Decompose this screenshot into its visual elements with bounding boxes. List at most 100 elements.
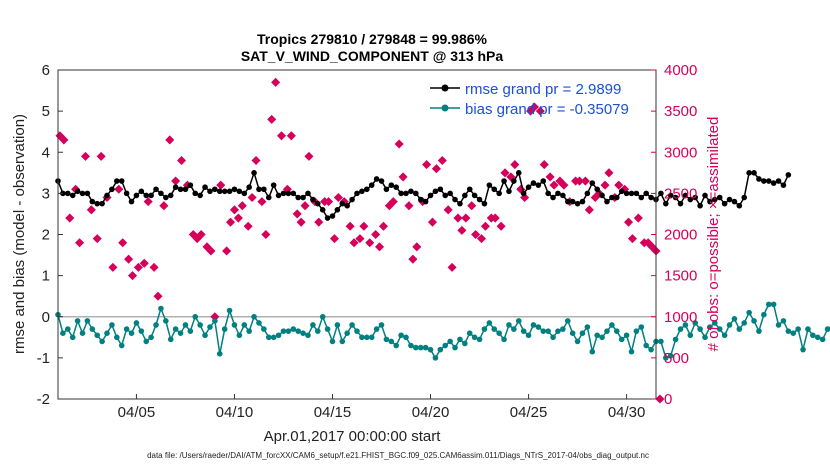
obs-count-marker	[124, 254, 134, 264]
bias-point	[197, 322, 203, 328]
bias-point	[814, 334, 821, 341]
rmse-point	[466, 186, 473, 193]
bias-point	[290, 326, 297, 332]
y2-tick-label: 2500	[664, 185, 697, 202]
bias-point	[427, 346, 434, 353]
bias-point	[383, 336, 390, 343]
bias-point	[604, 328, 610, 334]
x-tick-label: 04/10	[216, 404, 254, 421]
obs-count-marker	[624, 217, 634, 227]
bias-point	[501, 336, 507, 343]
rmse-point	[270, 182, 277, 188]
obs-count-marker	[229, 205, 239, 215]
rmse-point	[486, 182, 493, 188]
bias-point	[466, 330, 473, 337]
bias-point	[726, 322, 733, 328]
bias-point	[496, 330, 502, 337]
rmse-point	[99, 200, 105, 207]
rmse-point	[305, 190, 311, 197]
rmse-point	[447, 190, 453, 197]
bias-point	[765, 301, 772, 308]
y2-tick-label: 3500	[664, 103, 697, 120]
y-tick-label: 1	[42, 268, 50, 285]
rmse-point	[403, 190, 409, 197]
bias-point	[270, 334, 277, 341]
obs-count-markers	[55, 77, 665, 404]
obs-count-marker	[467, 201, 477, 211]
bias-point	[65, 326, 71, 332]
bias-point	[687, 332, 694, 339]
rmse-point	[138, 188, 145, 195]
bias-point	[133, 320, 140, 326]
bias-point	[550, 334, 556, 341]
bias-point	[167, 336, 174, 343]
rmse-point	[84, 190, 91, 197]
rmse-point	[69, 192, 76, 199]
rmse-point	[192, 190, 199, 197]
obs-count-marker	[133, 262, 143, 272]
bias-point	[163, 318, 169, 324]
bias-point	[364, 334, 370, 341]
rmse-point	[756, 176, 762, 182]
bias-point	[231, 322, 238, 328]
bias-point	[177, 330, 184, 337]
bias-point	[579, 330, 586, 337]
rmse-point	[633, 190, 640, 197]
bias-point	[540, 328, 547, 334]
rmse-point	[114, 178, 120, 184]
bias-point	[319, 313, 326, 320]
legend-rmse-marker	[441, 84, 449, 92]
rmse-point	[721, 200, 728, 207]
bias-point	[216, 350, 223, 357]
legend: rmse grand pr = 2.9899 bias grand pr = -…	[430, 81, 629, 118]
y2-tick-label: 1500	[664, 268, 697, 285]
obs-count-marker	[345, 221, 355, 231]
rmse-point	[442, 192, 449, 199]
rmse-point	[246, 184, 252, 191]
bias-point	[265, 334, 272, 341]
obs-count-marker	[471, 229, 481, 240]
rmse-point	[427, 192, 434, 199]
bias-point	[236, 332, 243, 339]
rmse-point	[481, 200, 488, 207]
rmse-point	[256, 186, 262, 193]
bias-point	[388, 338, 395, 345]
rmse-point	[368, 182, 375, 188]
rmse-point	[765, 178, 772, 184]
rmse-point	[118, 178, 125, 184]
bias-point	[314, 328, 321, 334]
rmse-point	[530, 180, 537, 186]
rmse-point	[79, 190, 86, 197]
obs-count-marker	[92, 234, 102, 244]
bias-point	[398, 332, 404, 339]
bias-point	[643, 342, 649, 349]
rmse-point	[623, 190, 630, 197]
obs-count-marker	[210, 312, 220, 322]
rmse-point	[471, 192, 478, 199]
bias-point	[800, 346, 806, 353]
rmse-point	[182, 186, 189, 193]
obs-count-marker	[371, 229, 381, 240]
bias-point	[79, 330, 86, 337]
bias-point	[648, 346, 654, 353]
obs-count-marker	[251, 155, 261, 166]
obs-count-marker	[75, 238, 85, 248]
rmse-point	[280, 190, 287, 197]
obs-count-marker	[412, 242, 422, 252]
bias-point	[300, 330, 306, 337]
legend-bias-marker	[441, 104, 449, 112]
bias-point	[716, 326, 723, 332]
bias-point	[182, 322, 189, 328]
rmse-point	[550, 194, 556, 201]
bias-point	[305, 332, 311, 339]
data-file-footer: data file: /Users/raeder/DAI/ATM_forcXX/…	[147, 451, 649, 460]
y-tick-label: -2	[37, 391, 50, 408]
rmse-point	[663, 200, 669, 207]
rmse-point	[417, 196, 424, 203]
rmse-point	[525, 184, 532, 191]
bias-point	[413, 344, 419, 351]
rmse-point	[687, 196, 694, 203]
obs-count-marker	[216, 180, 226, 190]
bias-point	[721, 332, 728, 339]
rmse-point	[643, 190, 649, 197]
